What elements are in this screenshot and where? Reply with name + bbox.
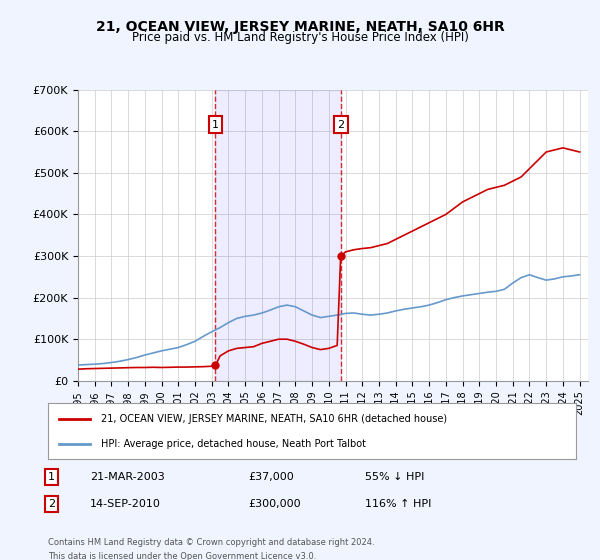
- Text: 2: 2: [48, 499, 55, 509]
- Text: 116% ↑ HPI: 116% ↑ HPI: [365, 499, 431, 509]
- Text: 21, OCEAN VIEW, JERSEY MARINE, NEATH, SA10 6HR (detached house): 21, OCEAN VIEW, JERSEY MARINE, NEATH, SA…: [101, 414, 447, 424]
- Text: 1: 1: [212, 119, 219, 129]
- Bar: [215, 90, 341, 381]
- Text: 55% ↓ HPI: 55% ↓ HPI: [365, 472, 424, 482]
- Text: 1: 1: [48, 472, 55, 482]
- Text: 21, OCEAN VIEW, JERSEY MARINE, NEATH, SA10 6HR: 21, OCEAN VIEW, JERSEY MARINE, NEATH, SA…: [95, 20, 505, 34]
- Text: 21-MAR-2003: 21-MAR-2003: [90, 472, 165, 482]
- Text: HPI: Average price, detached house, Neath Port Talbot: HPI: Average price, detached house, Neat…: [101, 438, 366, 449]
- Text: £300,000: £300,000: [248, 499, 301, 509]
- Text: Price paid vs. HM Land Registry's House Price Index (HPI): Price paid vs. HM Land Registry's House …: [131, 31, 469, 44]
- Text: This data is licensed under the Open Government Licence v3.0.: This data is licensed under the Open Gov…: [48, 552, 316, 560]
- Text: 14-SEP-2010: 14-SEP-2010: [90, 499, 161, 509]
- Text: £37,000: £37,000: [248, 472, 295, 482]
- Text: Contains HM Land Registry data © Crown copyright and database right 2024.: Contains HM Land Registry data © Crown c…: [48, 538, 374, 547]
- Text: 2: 2: [337, 119, 344, 129]
